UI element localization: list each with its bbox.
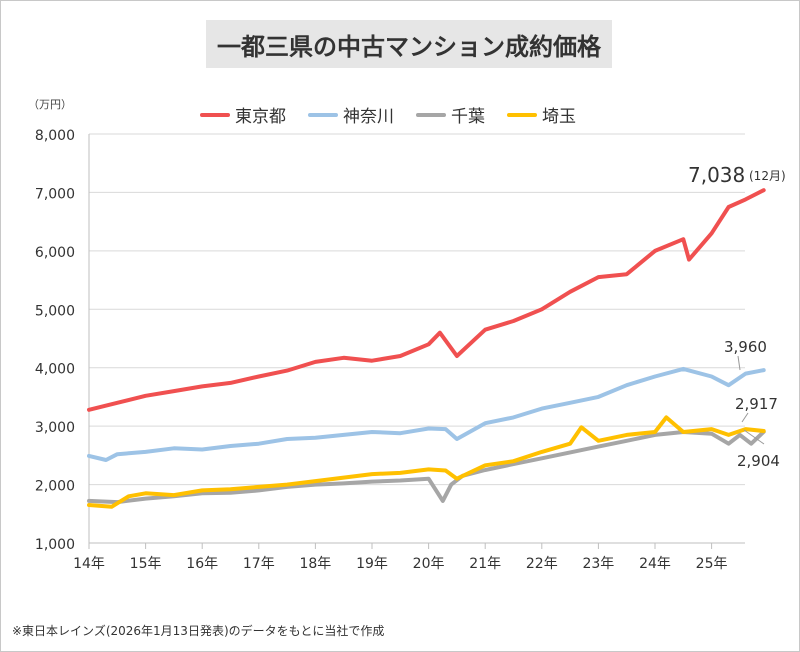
x-tick-label: 23年: [582, 556, 614, 572]
legend-item-tokyo: 東京都: [200, 102, 286, 127]
annotation-tokyo-month: (12月): [749, 169, 786, 183]
x-tick-label: 22年: [526, 556, 558, 572]
annotation-kanagawa-leader: [737, 355, 741, 371]
x-tick-label: 21年: [469, 556, 501, 572]
legend-item-saitama: 埼玉: [507, 102, 576, 127]
legend: 東京都 神奈川 千葉 埼玉: [200, 102, 598, 127]
annotation-chiba-leader: [743, 429, 765, 445]
x-tick-label: 17年: [243, 556, 275, 572]
legend-swatch: [308, 112, 338, 117]
y-tick-label: 2,000: [35, 479, 75, 495]
y-tick-label: 7,000: [35, 186, 75, 202]
x-tick-label: 14年: [73, 556, 105, 572]
y-tick-label: 3,000: [35, 420, 75, 436]
series-line-1: [87, 366, 766, 462]
chart-title: 一都三県の中古マンション成約価格: [206, 20, 612, 68]
legend-label: 埼玉: [542, 107, 576, 127]
legend-label: 東京都: [235, 107, 286, 127]
legend-label: 千葉: [451, 107, 485, 127]
series-line-0: [87, 188, 766, 412]
legend-swatch: [416, 112, 446, 117]
x-tick-label: 18年: [299, 556, 331, 572]
legend-label: 神奈川: [343, 107, 394, 127]
x-tick-label: 15年: [130, 556, 162, 572]
series-line-3: [87, 415, 766, 509]
legend-swatch: [200, 112, 230, 117]
y-tick-label: 4,000: [35, 362, 75, 378]
x-tick-label: 16年: [186, 556, 218, 572]
annotation-chiba-value: 2,904: [737, 452, 780, 470]
annotation-saitama-value: 2,917: [735, 395, 778, 413]
legend-item-kanagawa: 神奈川: [308, 102, 394, 127]
x-tick-label: 25年: [696, 556, 728, 572]
y-axis-unit: （万円）: [28, 98, 72, 111]
legend-item-chiba: 千葉: [416, 102, 485, 127]
y-tick-label: 6,000: [35, 245, 75, 261]
x-tick-label: 19年: [356, 556, 388, 572]
source-note: ※東日本レインズ(2026年1月13日発表)のデータをもとに当社で作成: [12, 624, 385, 638]
annotation-saitama-leader: [741, 412, 749, 423]
y-tick-label: 1,000: [35, 537, 75, 553]
annotation-kanagawa-value: 3,960: [724, 338, 767, 356]
x-tick-label: 24年: [639, 556, 671, 572]
annotation-tokyo-value: 7,038: [688, 163, 745, 187]
legend-swatch: [507, 112, 537, 117]
y-tick-label: 5,000: [35, 303, 75, 319]
x-tick-label: 20年: [413, 556, 445, 572]
y-tick-label: 8,000: [35, 128, 75, 144]
